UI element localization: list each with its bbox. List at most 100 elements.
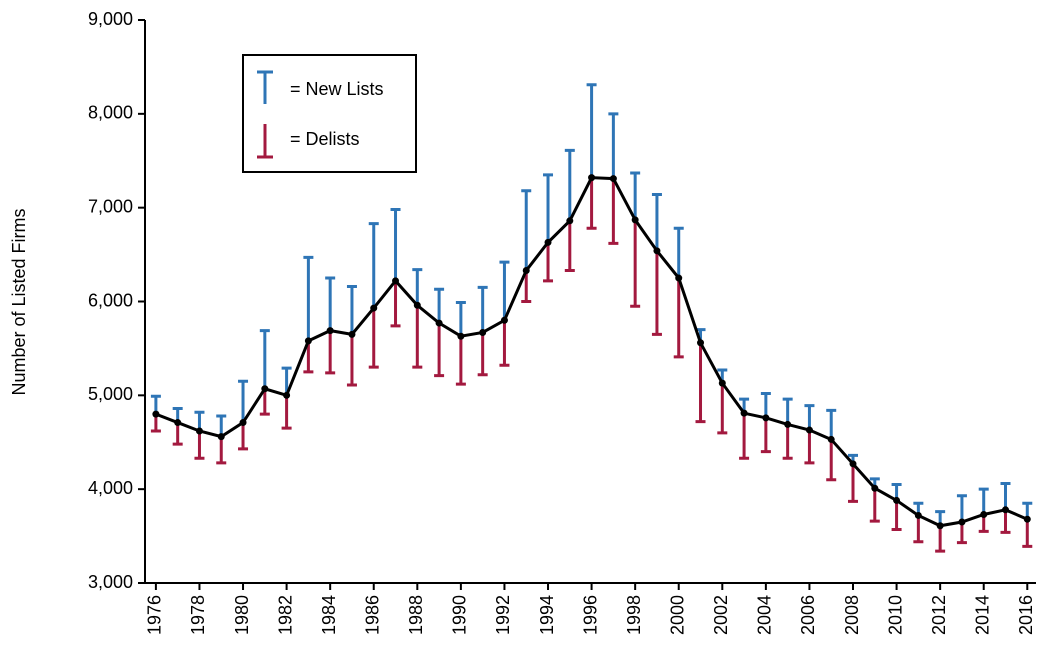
delists-bar: [586, 177, 597, 230]
x-tick-label: 1978: [188, 595, 208, 635]
x-tick-label: 1994: [537, 595, 557, 635]
delists-bar: [673, 278, 684, 359]
firms-point: [914, 511, 922, 519]
firms-point: [1023, 515, 1031, 523]
x-tick-label: 1980: [232, 595, 252, 635]
new-lists-bar: [978, 487, 989, 515]
delists-bar: [259, 388, 270, 416]
firms-point: [500, 316, 508, 324]
delists-bar: [804, 430, 815, 465]
delists-bar: [368, 308, 379, 369]
firms-point: [544, 238, 552, 246]
delists-bar: [390, 280, 401, 328]
firms-point: [413, 301, 421, 309]
firms-point: [239, 419, 247, 427]
new-lists-bar: [325, 276, 336, 331]
delists-bar: [695, 342, 706, 424]
firms-point: [326, 327, 334, 335]
delists-bar: [499, 320, 510, 367]
x-tick-label: 2012: [929, 595, 949, 635]
firms-point: [849, 460, 857, 468]
firms-point: [675, 274, 683, 282]
firms-point: [435, 319, 443, 327]
firms-point: [588, 174, 596, 182]
delists-bar: [477, 332, 488, 377]
firms-point: [392, 277, 400, 285]
delists-bar: [281, 395, 292, 430]
new-lists-bar: [521, 189, 532, 271]
delists-bar: [760, 417, 771, 454]
firms-point: [631, 216, 639, 224]
delists-bar: [1000, 509, 1011, 534]
delists-bar: [346, 334, 357, 387]
new-lists-bar: [1000, 482, 1011, 510]
x-tick-label: 2008: [842, 595, 862, 635]
legend-icon: [257, 70, 273, 104]
firms-point: [718, 379, 726, 387]
firms-point: [936, 522, 944, 530]
new-lists-bar: [651, 193, 662, 251]
y-tick-label: 8,000: [88, 103, 133, 123]
x-tick-label: 2000: [667, 595, 687, 635]
delists-bar: [739, 413, 750, 460]
delists-bar: [238, 422, 249, 451]
firms-point: [958, 518, 966, 526]
y-tick-label: 9,000: [88, 9, 133, 29]
delists-bar: [194, 430, 205, 460]
firms-point: [348, 330, 356, 338]
x-tick-label: 2006: [798, 595, 818, 635]
delists-bar: [1022, 519, 1033, 548]
delists-bar: [935, 525, 946, 553]
x-tick-label: 1996: [580, 595, 600, 635]
new-lists-bar: [477, 285, 488, 333]
new-lists-bar: [673, 226, 684, 279]
new-lists-bar: [303, 255, 314, 341]
x-tick-label: 1984: [319, 595, 339, 635]
new-lists-bar: [826, 408, 837, 440]
x-tick-label: 2010: [885, 595, 905, 635]
y-tick-label: 7,000: [88, 196, 133, 216]
new-lists-bar: [586, 83, 597, 178]
new-lists-bar: [608, 112, 619, 179]
delists-bar: [891, 500, 902, 532]
delists-bar: [564, 220, 575, 273]
new-lists-bar: [412, 268, 423, 306]
delists-bar: [303, 340, 314, 374]
x-tick-label: 2016: [1016, 595, 1036, 635]
firms-point: [805, 426, 813, 434]
firms-point: [304, 337, 312, 345]
firms-point: [740, 409, 748, 417]
firms-point: [522, 267, 530, 275]
delists-bar: [521, 270, 532, 303]
new-lists-bar: [760, 391, 771, 418]
delists-bar: [434, 323, 445, 378]
new-lists-bar: [259, 329, 270, 389]
new-lists-bar: [238, 379, 249, 423]
new-lists-bar: [956, 494, 967, 523]
x-tick-label: 1986: [362, 595, 382, 635]
new-lists-bar: [564, 148, 575, 221]
new-lists-bar: [281, 366, 292, 396]
x-tick-label: 1976: [145, 595, 165, 635]
x-tick-label: 2004: [755, 595, 775, 635]
delists-bar: [826, 439, 837, 482]
y-axis-label: Number of Listed Firms: [9, 208, 29, 395]
firms-point: [980, 511, 988, 519]
firms-point: [217, 433, 225, 441]
legend-box: [242, 54, 417, 173]
firms-point: [609, 175, 617, 183]
x-tick-label: 2014: [972, 595, 992, 635]
delists-bar: [608, 178, 619, 245]
new-lists-bar: [630, 171, 641, 220]
firms-point: [261, 385, 269, 393]
firms-point: [370, 304, 378, 312]
delists-bar: [717, 383, 728, 435]
new-lists-bar: [390, 208, 401, 281]
firms-point: [784, 420, 792, 428]
new-lists-bar: [346, 284, 357, 335]
new-lists-bar: [782, 397, 793, 425]
new-lists-bar: [434, 287, 445, 324]
new-lists-bar: [368, 222, 379, 309]
firms-point: [566, 217, 574, 225]
